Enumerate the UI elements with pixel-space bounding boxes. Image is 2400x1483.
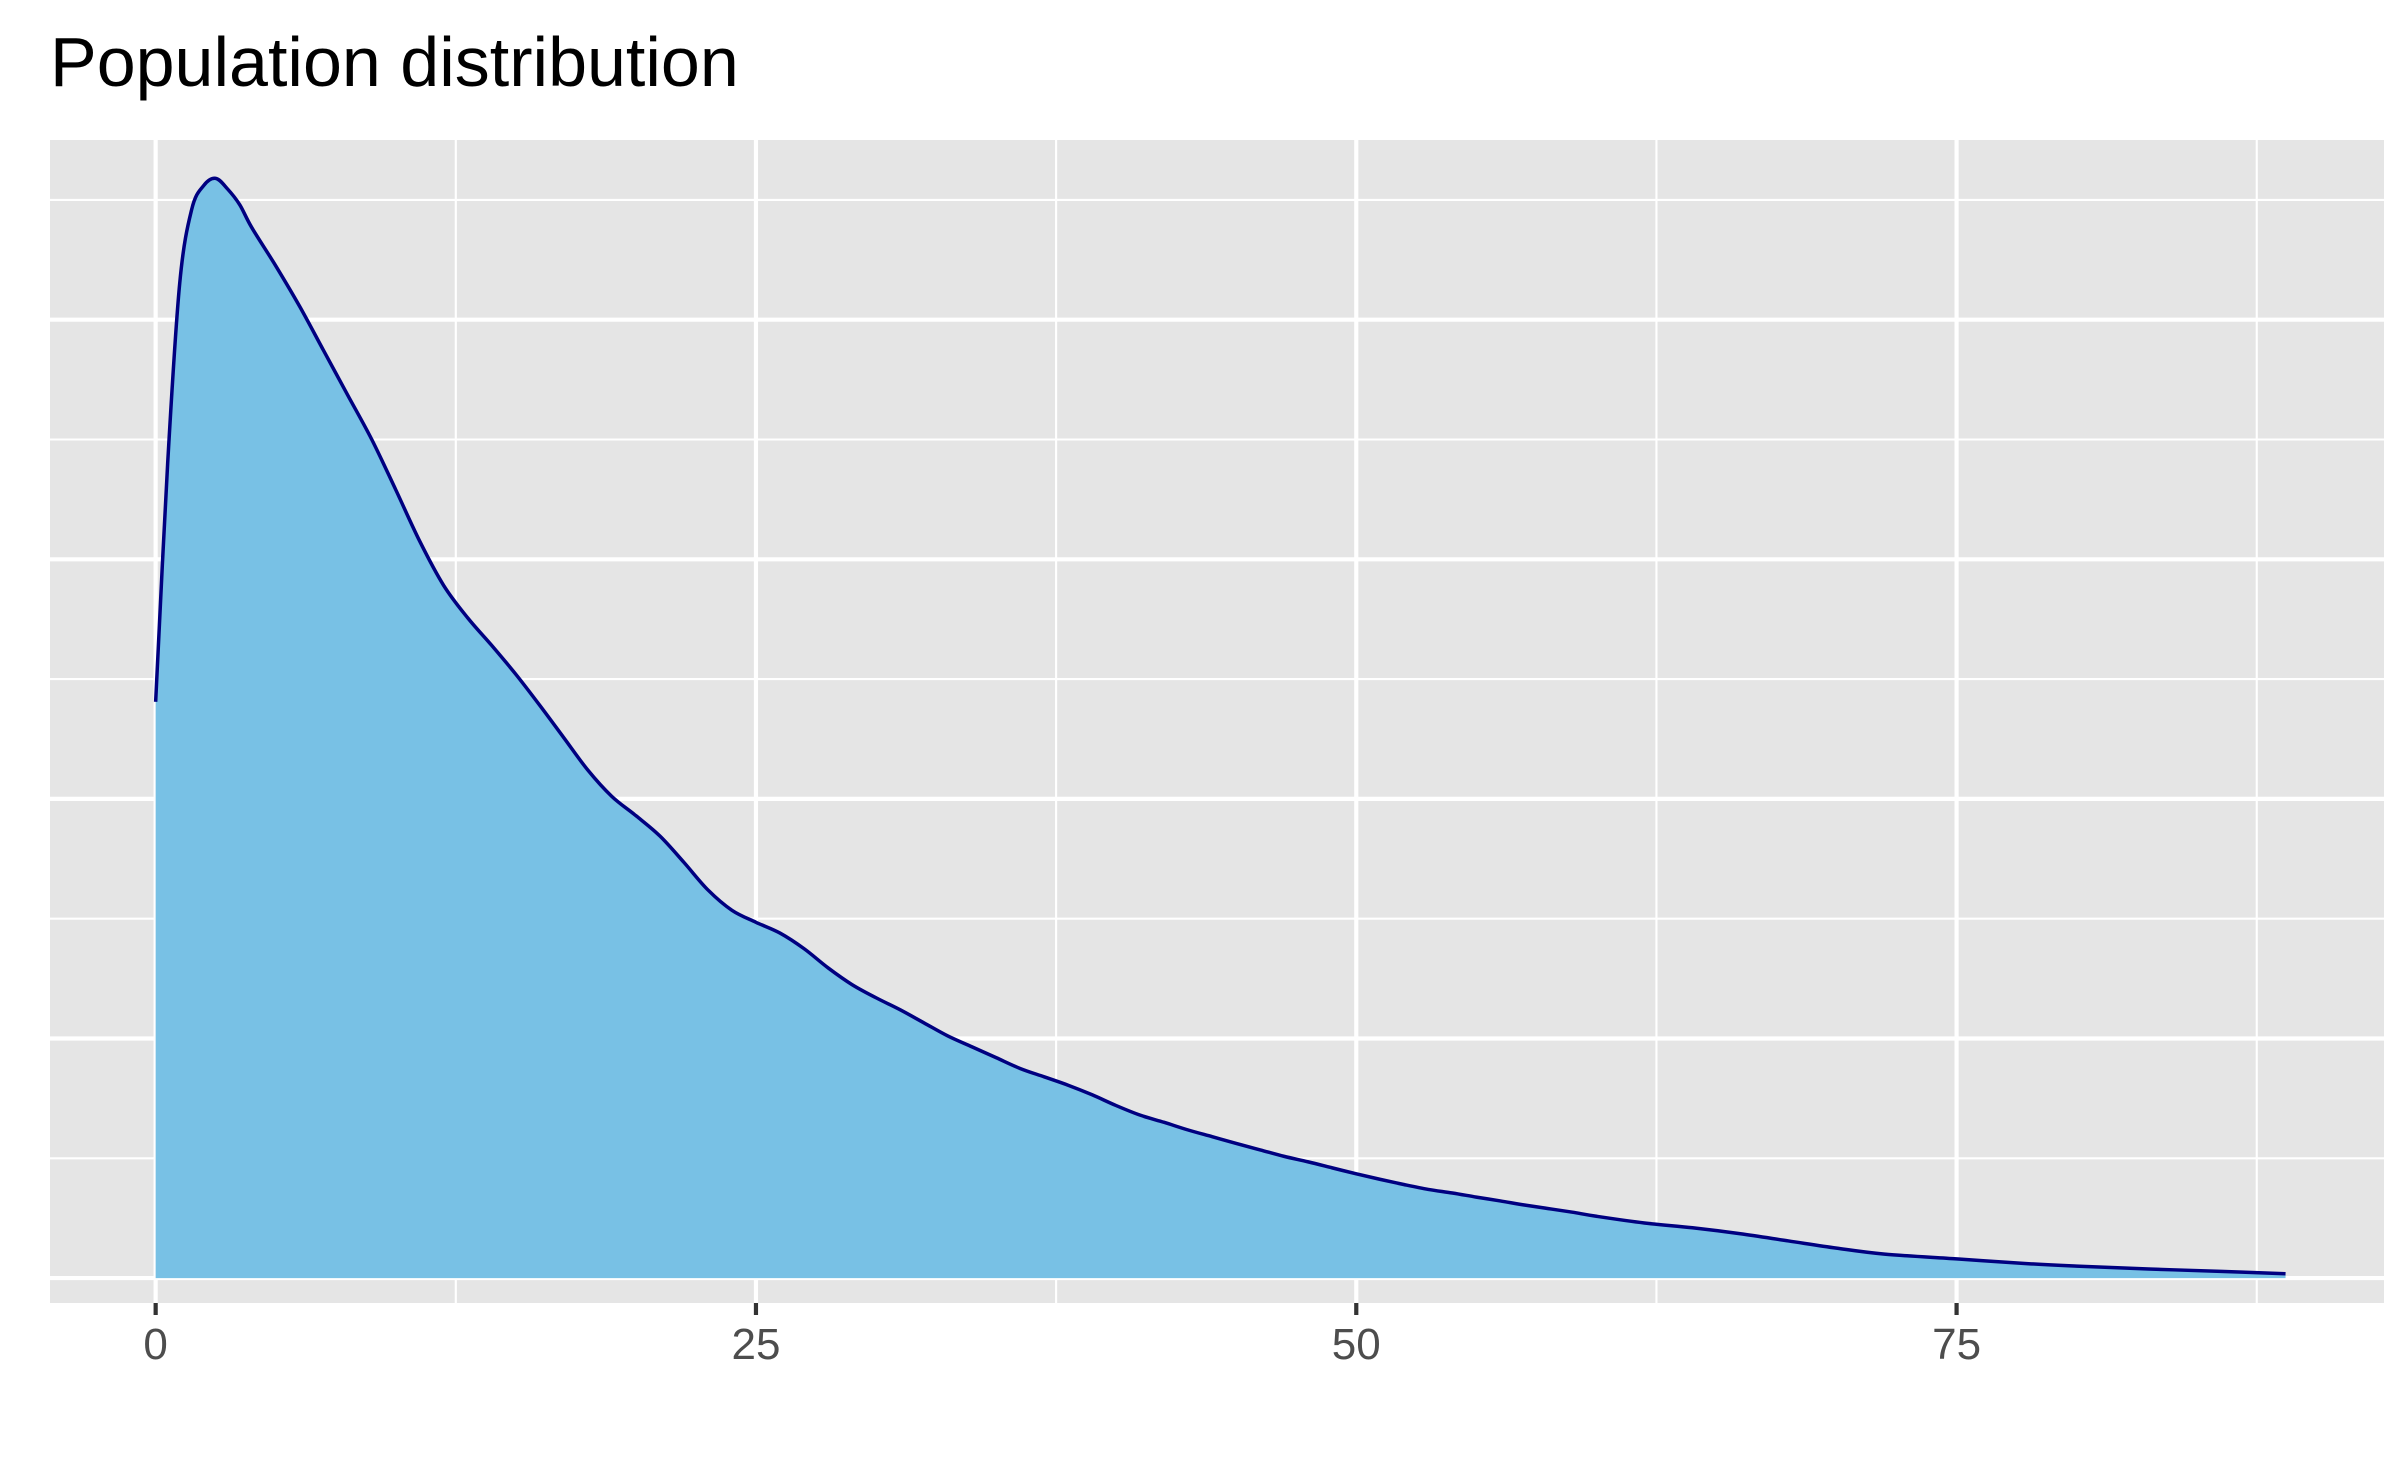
x-axis-ticks [153, 1303, 1959, 1315]
x-axis-tick-labels: 0 25 50 75 [143, 1320, 1981, 1369]
density-line [153, 176, 2286, 1276]
x-tick-label: 50 [1332, 1320, 1381, 1369]
density-area [155, 178, 2286, 1279]
x-tick-label: 75 [1932, 1320, 1981, 1369]
x-tick-label: 25 [731, 1320, 780, 1369]
x-tick-label: 0 [143, 1320, 167, 1369]
chart-title: Population distribution [50, 23, 739, 101]
